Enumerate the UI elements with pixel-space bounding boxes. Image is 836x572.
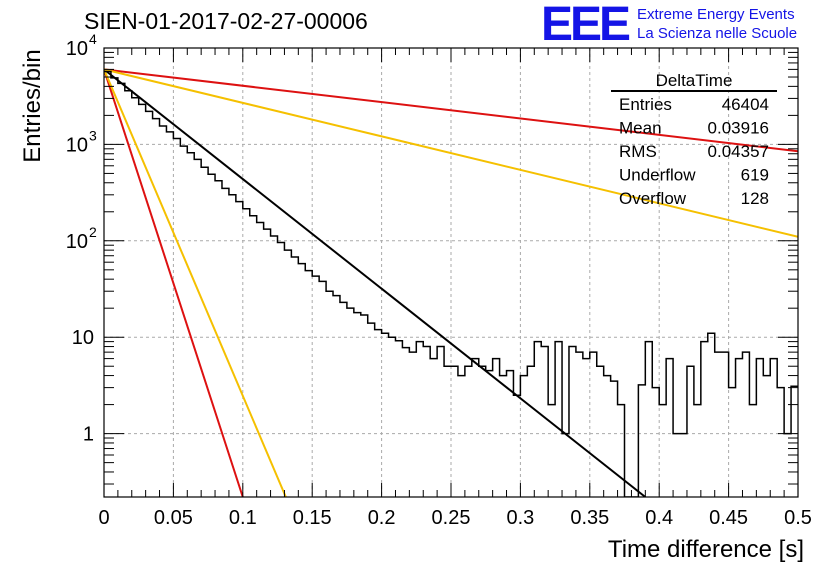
fit-line-4 [104, 69, 244, 497]
chart-title: SIEN-01-2017-02-27-00006 [84, 8, 368, 34]
logo-line-1: Extreme Energy Events [637, 6, 795, 23]
x-tick-label: 0.4 [645, 507, 673, 529]
stats-value: 128 [741, 189, 769, 208]
eee-logo: EEE [541, 0, 631, 51]
stats-label: Entries [619, 95, 672, 114]
x-tick-label: 0 [98, 507, 109, 529]
y-tick-exponent: 3 [89, 127, 97, 143]
x-tick-label: 0.45 [709, 507, 748, 529]
fit-line-1 [104, 68, 646, 497]
y-tick-label: 10 [66, 38, 88, 60]
histogram-line [104, 70, 798, 497]
x-tick-label: 0.35 [570, 507, 609, 529]
y-tick-label: 10 [66, 231, 88, 253]
stats-value: 46404 [722, 95, 769, 114]
fit-line-5 [104, 68, 287, 497]
stats-label: Mean [619, 119, 662, 138]
stats-value: 0.04357 [708, 142, 769, 161]
y-tick-label: 10 [66, 134, 88, 156]
fit-line-3 [104, 68, 798, 238]
y-axis-label: Entries/bin [19, 49, 46, 163]
logo-line-2: La Scienza nelle Scuole [637, 25, 798, 42]
fit-line-2 [104, 68, 798, 153]
x-tick-label: 0.3 [506, 507, 534, 529]
x-tick-label: 0.2 [368, 507, 396, 529]
y-tick-label: 10 [72, 327, 94, 349]
stats-title: DeltaTime [656, 71, 733, 90]
grid [104, 48, 798, 497]
stats-label: RMS [619, 142, 657, 161]
stats-label: Overflow [619, 189, 687, 208]
x-tick-label: 0.1 [229, 507, 257, 529]
x-tick-label: 0.5 [784, 507, 812, 529]
y-tick-exponent: 4 [89, 31, 97, 47]
x-tick-label: 0.25 [432, 507, 471, 529]
x-tick-label: 0.15 [293, 507, 332, 529]
stats-value: 619 [741, 166, 769, 185]
stats-label: Underflow [619, 166, 696, 185]
y-tick-label: 1 [83, 424, 94, 446]
x-tick-label: 0.05 [154, 507, 193, 529]
x-axis-label: Time difference [s] [607, 536, 804, 563]
stats-value: 0.03916 [708, 119, 769, 138]
y-tick-exponent: 2 [89, 224, 97, 240]
